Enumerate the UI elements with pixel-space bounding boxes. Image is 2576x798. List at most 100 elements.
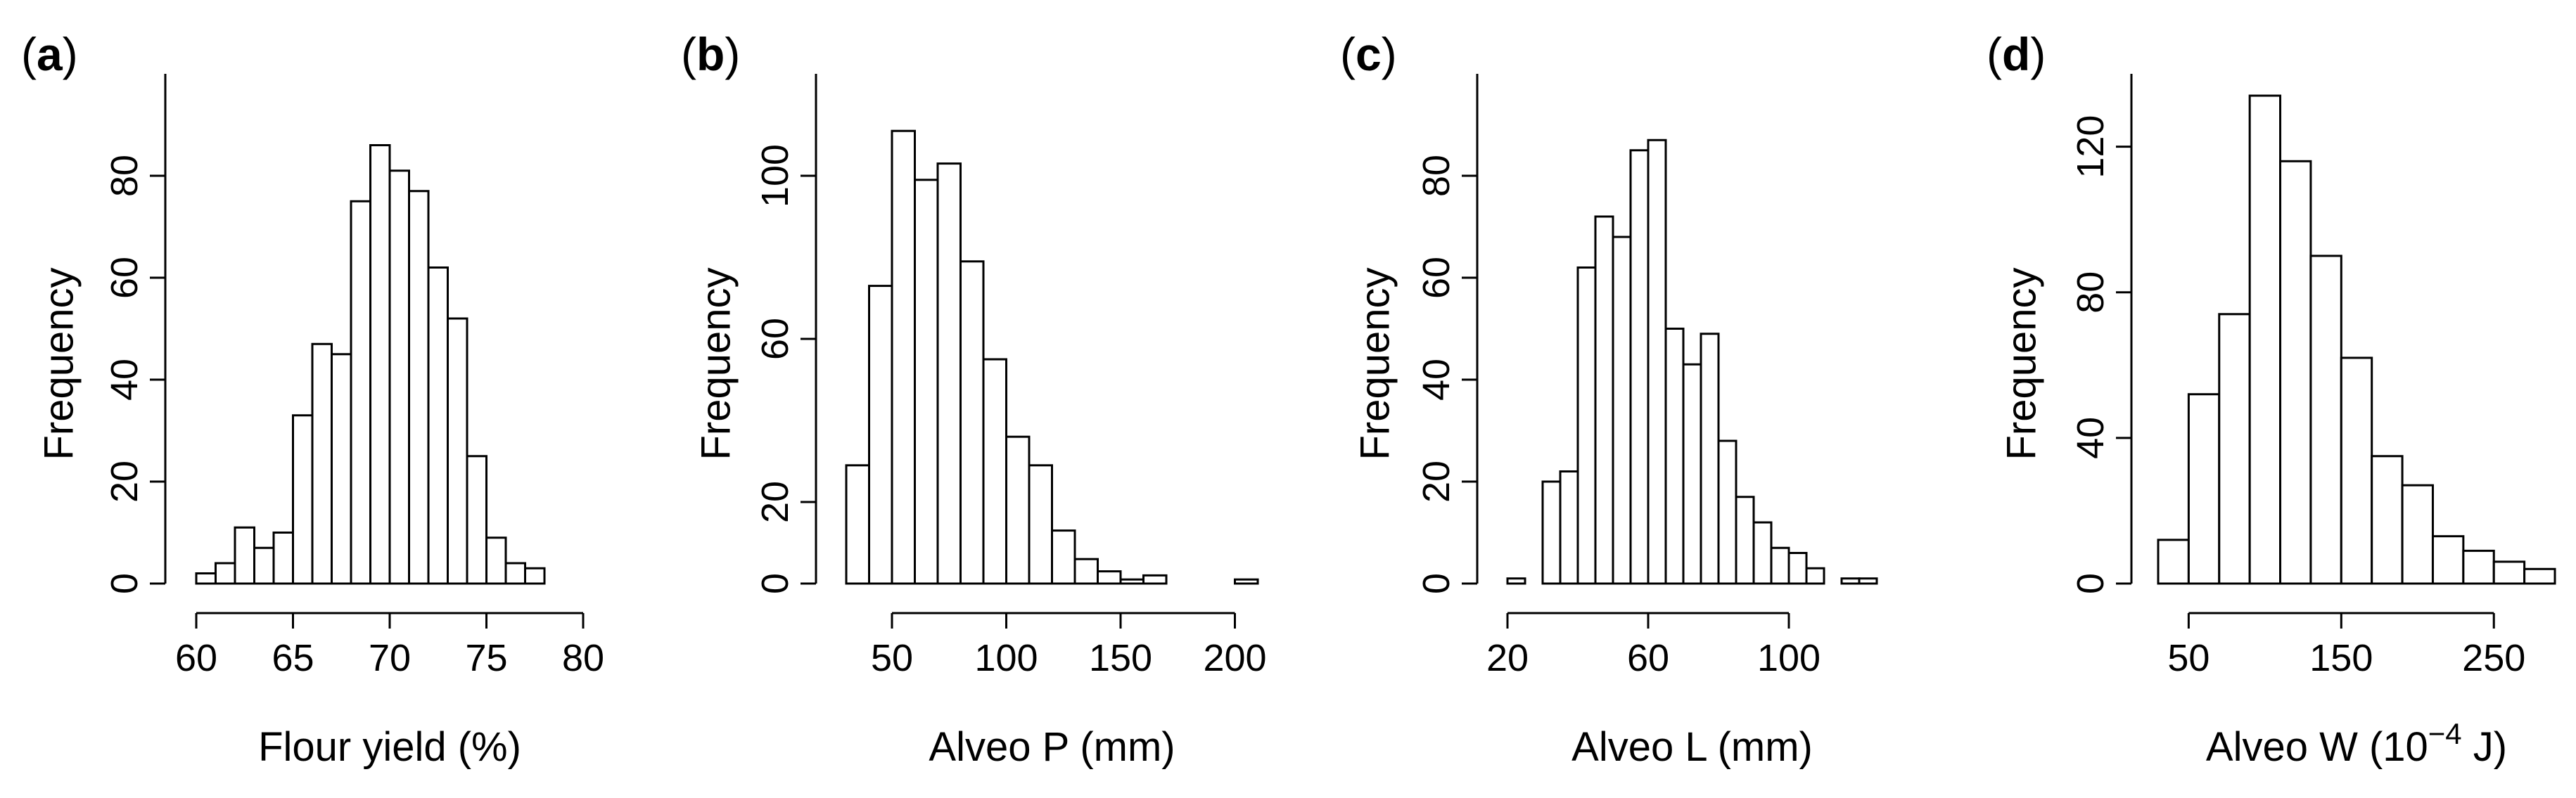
panel-c-bar-14: [1735, 496, 1755, 585]
panel-c-bar-21: [1858, 577, 1878, 585]
panel-a-bar-7: [311, 342, 333, 585]
panel-d-bar-5: [2279, 160, 2312, 585]
panel-b-y-tick-label: 0: [754, 573, 796, 594]
panel-b-y-tick-label: 20: [754, 481, 796, 523]
panel-b-bar-6: [959, 260, 985, 585]
panel-c-bar-3: [1541, 480, 1562, 585]
panel-c-bar-16: [1770, 546, 1790, 585]
panel-b-bar-9: [1028, 464, 1053, 585]
panel-c-x-tick-label: 20: [1486, 637, 1529, 679]
panel-c-label: (c): [1340, 28, 1397, 80]
panel-d-bar-7: [2340, 356, 2373, 585]
panel-c-bar-7: [1612, 236, 1632, 585]
panel-c-bar-15: [1752, 521, 1773, 585]
panel-b-bar-8: [1005, 435, 1031, 585]
panel-a-x-tick-label: 60: [175, 637, 217, 679]
panel-c-bar-6: [1594, 215, 1614, 585]
panel-a-bar-17: [504, 562, 526, 585]
panel-c-y-tick-label: 40: [1415, 359, 1458, 401]
panel-c-y-tick-label: 0: [1415, 573, 1458, 594]
panel-c-bar-12: [1700, 333, 1720, 585]
panel-a-y-tick-label: 40: [103, 359, 146, 401]
panel-b-bar-13: [1119, 578, 1144, 585]
panel-a-x-tick-label: 80: [562, 637, 604, 679]
panel-d-bar-4: [2248, 94, 2282, 585]
panel-b-y-axis-title: Frequency: [694, 267, 739, 460]
panel-d-label: (d): [1987, 28, 2046, 80]
panel-c-y-tick-label: 20: [1415, 461, 1458, 503]
panel-c-bar-1: [1506, 577, 1526, 585]
panel-d-bar-3: [2218, 313, 2251, 585]
panel-d-bar-9: [2401, 484, 2434, 585]
panel-a-bar-12: [408, 190, 430, 585]
panel-d-x-tick-label: 50: [2167, 637, 2210, 679]
panel-d-y-tick-label: 40: [2070, 417, 2112, 459]
panel-c-y-axis-title: Frequency: [1353, 267, 1398, 460]
panel-c-bar-18: [1805, 567, 1825, 585]
panel-b-bar-14: [1142, 574, 1168, 585]
panel-a-bar-14: [447, 317, 468, 585]
panel-b-y-tick-label: 60: [754, 318, 796, 360]
panel-a-label: (a): [21, 28, 78, 80]
panel-c-y-tick-label: 60: [1415, 257, 1458, 299]
panel-a-bar-6: [292, 414, 314, 585]
panel-b-label: (b): [681, 28, 740, 80]
panel-b-x-axis-title: Alveo P (mm): [929, 724, 1175, 770]
panel-c-bar-11: [1682, 363, 1702, 585]
panel-b-bar-3: [891, 129, 916, 585]
panel-d-y-tick-label: 0: [2070, 573, 2112, 594]
panel-a-bar-10: [369, 144, 391, 585]
panel-d-bar-12: [2492, 560, 2526, 585]
panel-b-bar-1: [845, 464, 870, 585]
panel-d-x-axis-title: Alveo W (10−4 J): [2206, 717, 2507, 770]
panel-d-y-axis-title: Frequency: [1999, 267, 2045, 460]
panel-c-bar-8: [1629, 149, 1650, 585]
panel-a-x-tick-label: 75: [465, 637, 507, 679]
panel-d-bar-8: [2371, 455, 2404, 585]
panel-b-x-tick-label: 150: [1089, 637, 1152, 679]
panel-d-x-tick-label: 150: [2309, 637, 2373, 679]
panel-b-x-tick-label: 100: [974, 637, 1038, 679]
panel-b-y-tick-label: 100: [754, 144, 796, 207]
panel-b-bar-4: [914, 179, 939, 585]
panel-d-bar-11: [2462, 549, 2495, 585]
panel-d-y-tick-label: 80: [2070, 271, 2112, 314]
panel-d-bar-2: [2187, 393, 2221, 585]
panel-c-y-tick-label: 80: [1415, 155, 1458, 197]
panel-a-bar-5: [272, 532, 294, 585]
panel-c-bar-5: [1576, 266, 1597, 585]
panel-b-x-tick-label: 200: [1203, 637, 1266, 679]
panel-c-x-axis-title: Alveo L (mm): [1571, 724, 1813, 770]
panel-b-bar-11: [1073, 558, 1099, 585]
panel-d-bar-6: [2309, 255, 2342, 585]
panel-c-bar-20: [1840, 577, 1861, 585]
panel-a-bar-2: [215, 562, 236, 585]
panel-a-y-tick-label: 0: [103, 573, 146, 594]
panel-d-bar-1: [2157, 539, 2190, 585]
panel-a-bar-18: [524, 567, 546, 585]
panel-a-x-tick-label: 70: [369, 637, 411, 679]
panel-a-x-axis-title: Flour yield (%): [258, 724, 521, 770]
panel-b-bar-5: [936, 162, 962, 585]
panel-a-x-tick-label: 65: [272, 637, 314, 679]
panel-d-x-tick-label: 250: [2462, 637, 2525, 679]
panel-a-bar-8: [331, 353, 352, 585]
panel-b-x-tick-label: 50: [871, 637, 913, 679]
panel-c-bar-17: [1787, 552, 1808, 585]
panel-c-x-tick-label: 100: [1757, 637, 1821, 679]
panel-a-bar-11: [388, 169, 410, 585]
panel-c-bar-13: [1717, 439, 1737, 585]
panel-a-bar-13: [427, 266, 449, 585]
panel-b-bar-18: [1234, 578, 1259, 585]
panel-a-y-tick-label: 80: [103, 155, 146, 197]
panel-a-bar-15: [466, 455, 487, 585]
panel-a-bar-9: [350, 200, 371, 585]
panel-d-bar-13: [2523, 567, 2556, 585]
panel-a-y-tick-label: 20: [103, 461, 146, 503]
panel-a-bar-1: [195, 572, 217, 585]
panel-c-bar-10: [1664, 328, 1685, 585]
panel-d-y-tick-label: 120: [2070, 115, 2112, 179]
panel-a-bar-4: [253, 546, 275, 585]
panel-a-y-tick-label: 60: [103, 257, 146, 299]
